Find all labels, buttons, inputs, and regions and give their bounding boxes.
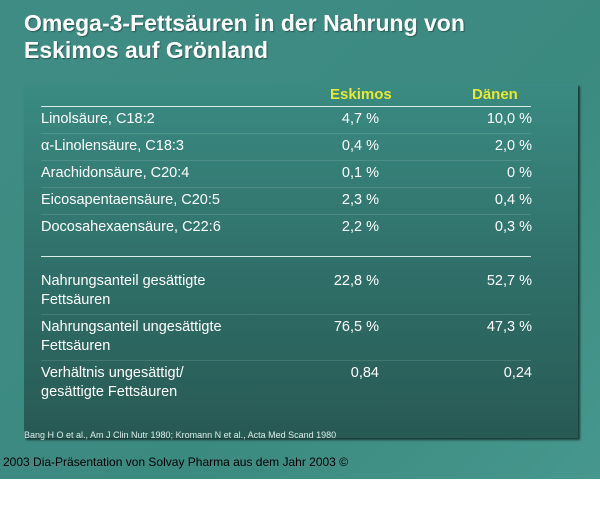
row-separator: [41, 314, 531, 315]
value-daenen: 2,0 %: [494, 138, 532, 154]
value-daenen: 52,7 %: [486, 273, 532, 289]
value-eskimos: 0,84: [350, 365, 379, 381]
column-header-eskimos: Eskimos: [330, 86, 392, 103]
data-table: Eskimos Dänen Linolsäure, C18:2 4,7 % 10…: [24, 84, 578, 438]
row-label-line: Verhältnis ungesättigt/: [41, 365, 184, 381]
row-label: Eicosapentaensäure, C20:5: [41, 192, 220, 208]
footer-caption: 2003 Dia-Präsentation von Solvay Pharma …: [3, 455, 349, 469]
value-eskimos: 0,4 %: [341, 138, 379, 154]
row-label: Arachidonsäure, C20:4: [41, 165, 190, 181]
column-header-daenen: Dänen: [472, 86, 518, 103]
value-daenen: 0,3 %: [494, 219, 532, 235]
row-separator: [41, 160, 531, 161]
row-label-line: Nahrungsanteil gesättigte: [41, 273, 206, 289]
section-divider: [41, 256, 531, 257]
row-label-line: Fettsäuren: [41, 338, 111, 354]
value-eskimos: 2,2 %: [341, 219, 379, 235]
value-eskimos: 76,5 %: [333, 319, 379, 335]
row-separator: [41, 214, 531, 215]
row-label: Verhältnis ungesättigt/gesättigte Fettsä…: [41, 364, 184, 402]
row-separator: [41, 360, 531, 361]
row-separator: [41, 133, 531, 134]
row-label-line: Nahrungsanteil ungesättigte: [41, 319, 222, 335]
value-daenen: 0,24: [503, 365, 532, 381]
value-eskimos: 2,3 %: [341, 192, 379, 208]
row-label-line: Fettsäuren: [41, 292, 111, 308]
citation: Bang H O et al., Am J Clin Nutr 1980; Kr…: [24, 430, 337, 440]
value-daenen: 10,0 %: [486, 111, 532, 127]
row-label: Docosahexaensäure, C22:6: [41, 219, 221, 235]
row-label: Nahrungsanteil gesättigte Fettsäuren: [41, 272, 205, 310]
summary-row: Nahrungsanteil gesättigte Fettsäuren 22,8…: [41, 272, 532, 312]
row-label: Linolsäure, C18:2: [41, 111, 155, 127]
row-label-line: gesättigte Fettsäuren: [41, 384, 178, 400]
slide: Omega-3-Fettsäuren in der Nahrung von Es…: [0, 0, 600, 479]
value-daenen: 0,4 %: [494, 192, 532, 208]
summary-row: Verhältnis ungesättigt/gesättigte Fettsä…: [41, 364, 532, 404]
value-eskimos: 22,8 %: [333, 273, 379, 289]
value-daenen: 47,3 %: [486, 319, 532, 335]
value-daenen: 0 %: [507, 165, 532, 181]
title-line-1: Omega-3-Fettsäuren in der Nahrung von: [24, 10, 465, 36]
row-label: α-Linolensäure, C18:3: [41, 138, 184, 154]
row-label: Nahrungsanteil ungesättigte Fettsäuren: [41, 318, 222, 356]
value-eskimos: 0,1 %: [341, 165, 379, 181]
header-divider: [41, 106, 531, 107]
value-eskimos: 4,7 %: [341, 111, 379, 127]
row-separator: [41, 187, 531, 188]
title-line-2: Eskimos auf Grönland: [24, 37, 269, 63]
summary-row: Nahrungsanteil ungesättigte Fettsäuren 76…: [41, 318, 532, 358]
slide-title: Omega-3-Fettsäuren in der Nahrung von Es…: [24, 10, 465, 64]
